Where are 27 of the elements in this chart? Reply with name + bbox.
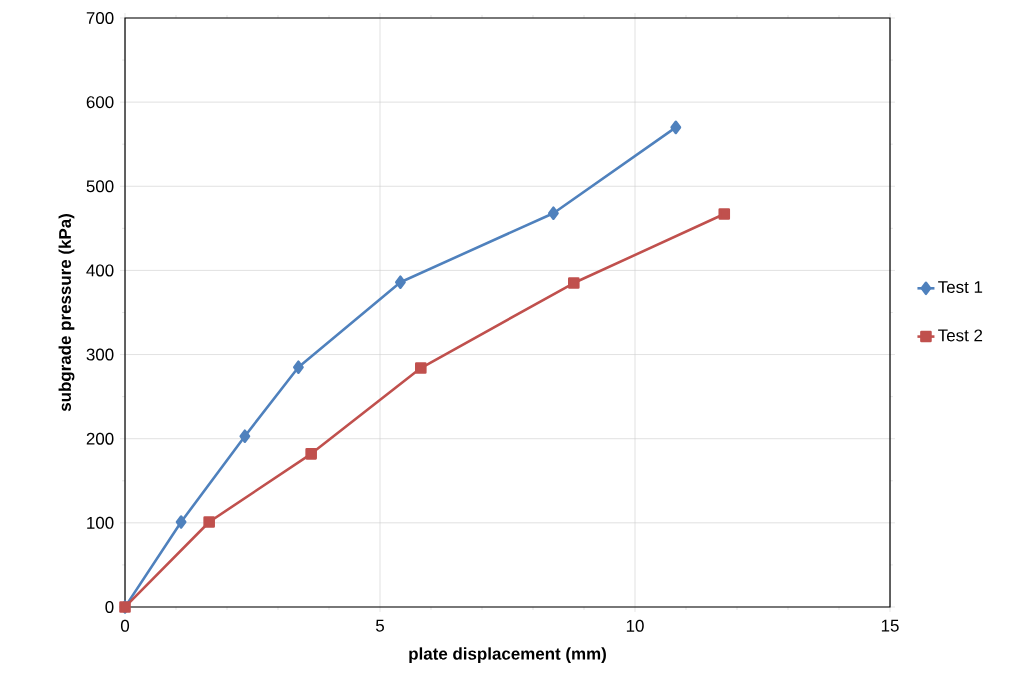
legend-label: Test 1 [938, 281, 983, 294]
point [175, 515, 187, 529]
y-tick-label: 400 [86, 264, 114, 277]
y-tick-label: 600 [86, 96, 114, 109]
point [568, 277, 580, 289]
point [670, 120, 682, 135]
point [547, 206, 559, 220]
x-tick-label: 0 [120, 619, 130, 632]
y-tick-label: 700 [86, 11, 114, 24]
y-tick-label: 100 [87, 516, 114, 529]
x-tick-label: 15 [881, 619, 899, 632]
point [292, 360, 304, 374]
point [239, 429, 251, 443]
y-tick-label: 200 [86, 432, 114, 445]
x-tick-label: 5 [375, 619, 384, 632]
y-axis-title: subgrade pressure (kPa) [58, 214, 75, 412]
x-axis-title: plate displacement (mm) [409, 647, 606, 664]
point [415, 362, 427, 374]
point [718, 208, 731, 220]
point [203, 516, 215, 528]
x-tick-label: 10 [626, 619, 644, 632]
y-tick-label: 0 [105, 600, 114, 613]
y-tick-label: 300 [86, 348, 114, 361]
point [305, 448, 317, 460]
y-tick-label: 500 [86, 180, 114, 193]
point [394, 275, 406, 289]
legend-label: Test 2 [938, 329, 983, 342]
